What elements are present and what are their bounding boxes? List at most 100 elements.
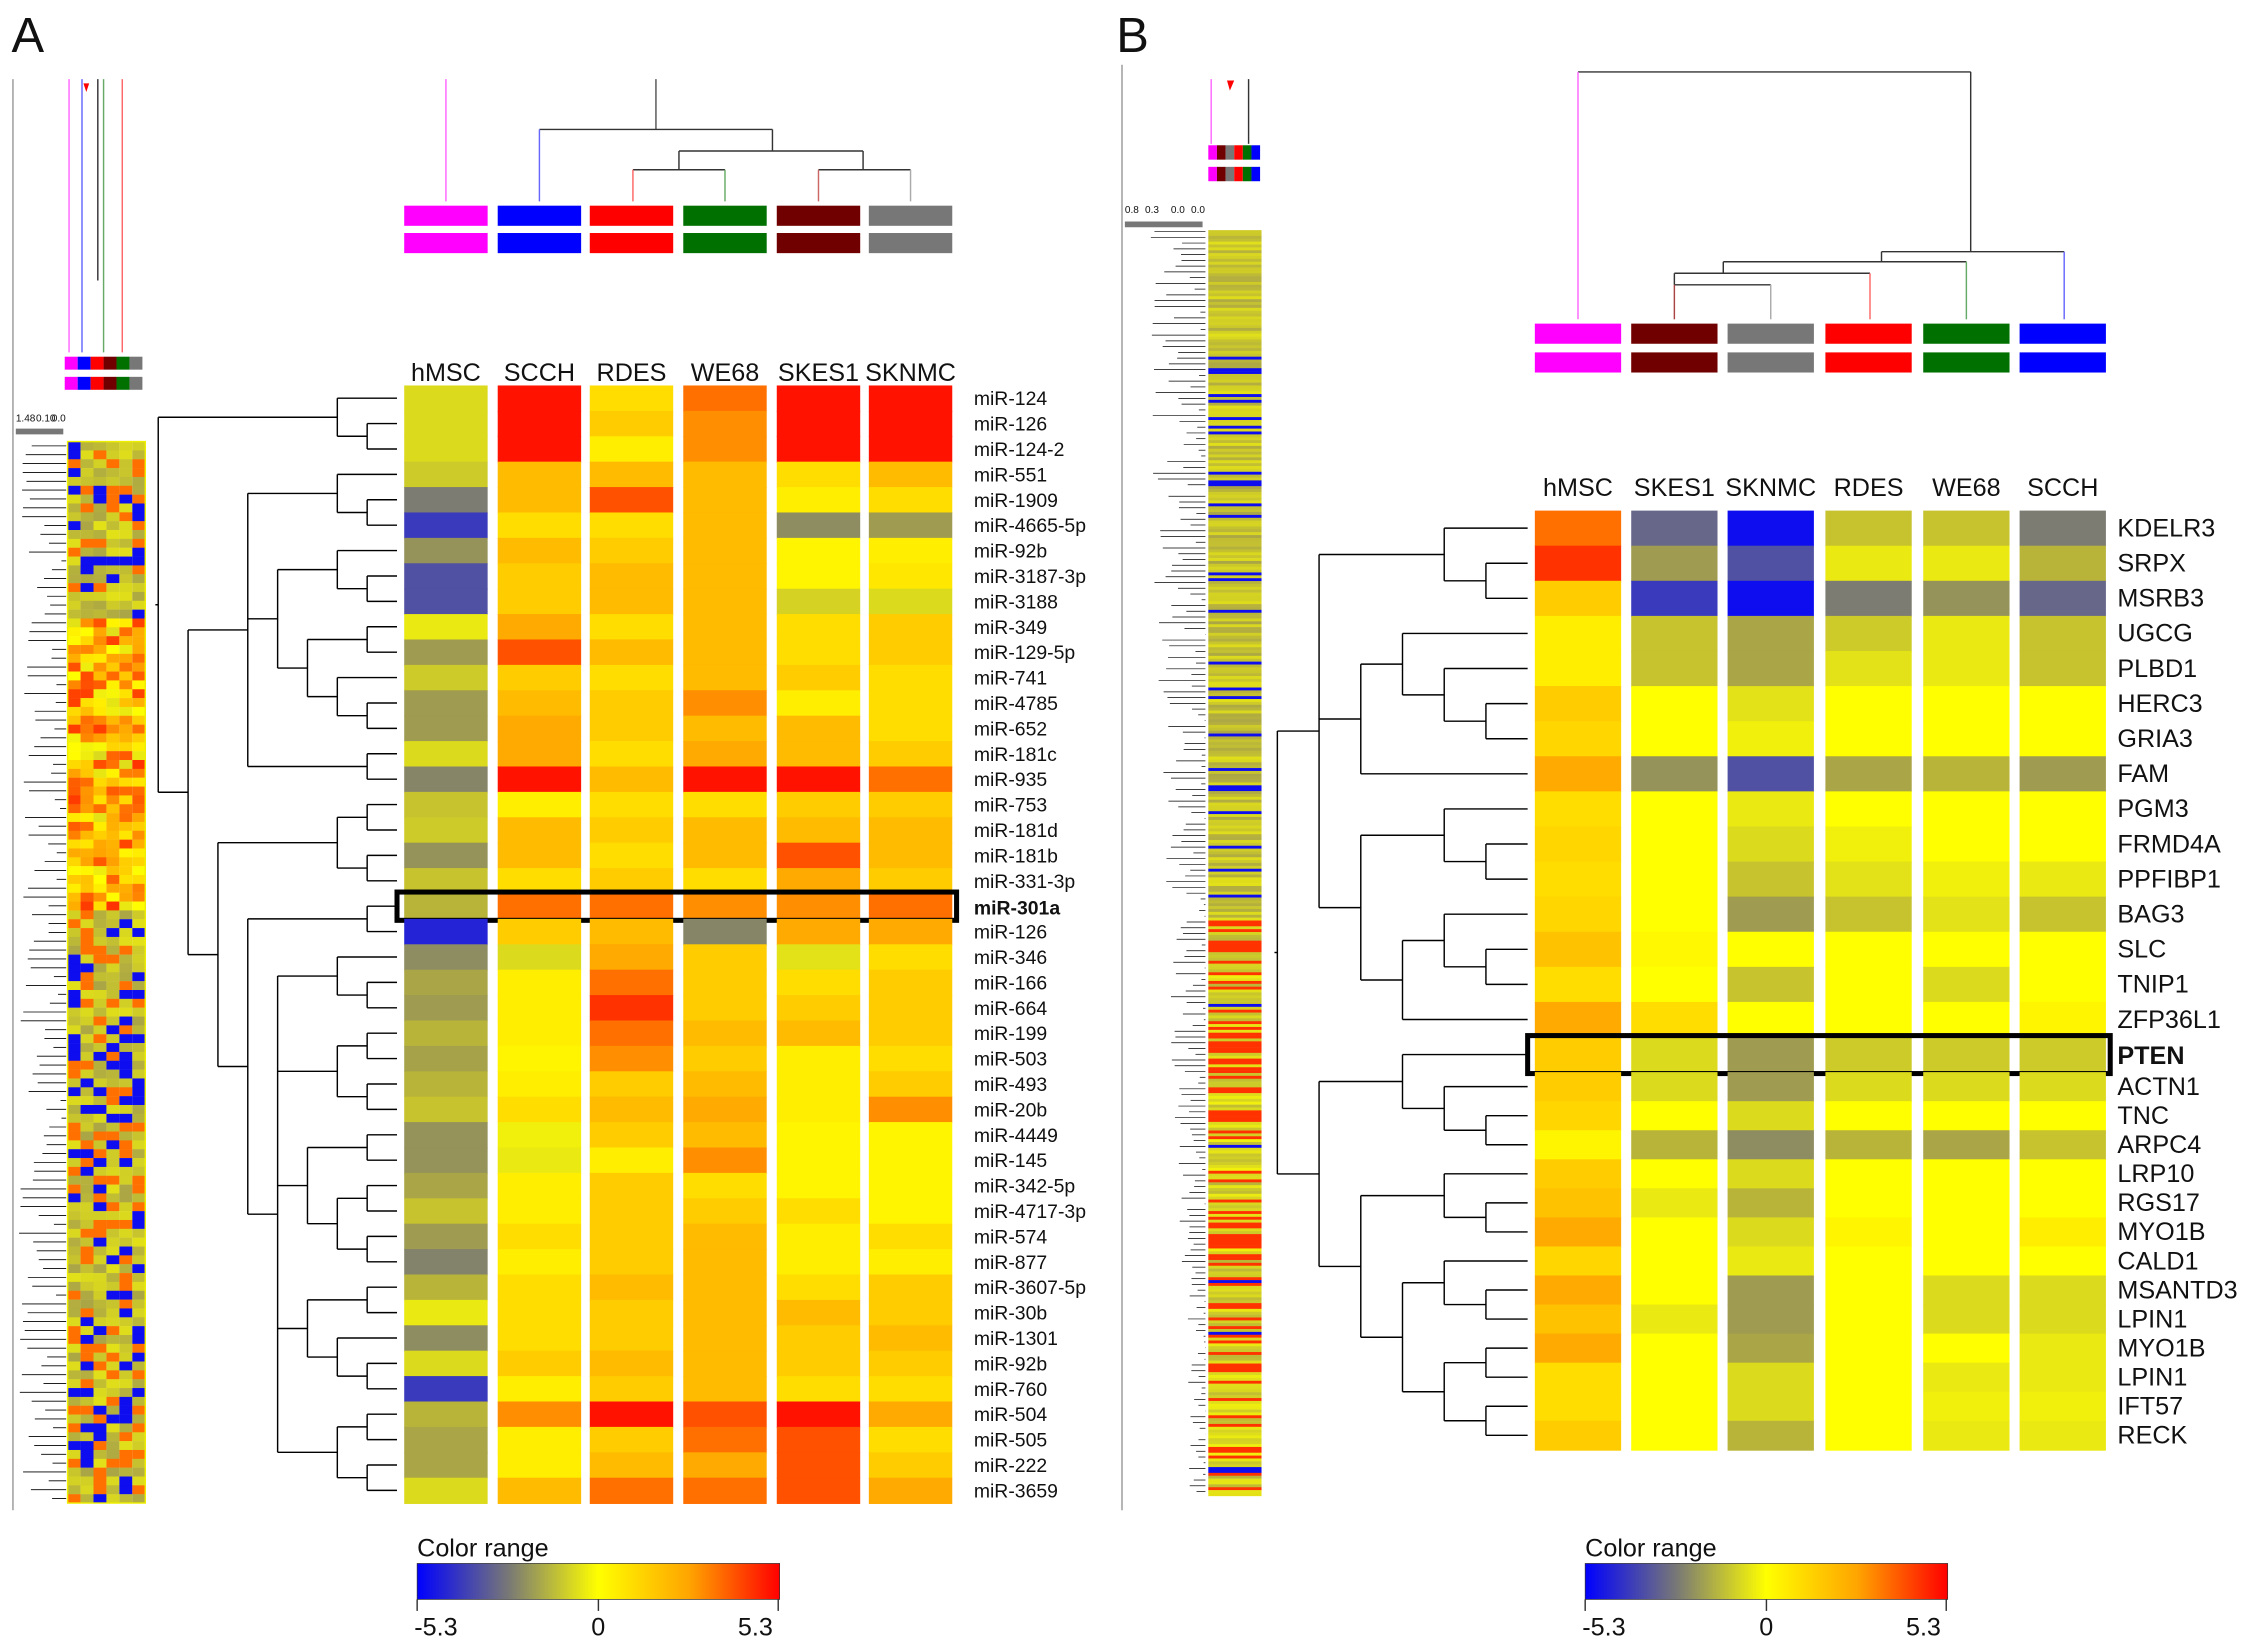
heatmap-cell: [1825, 1101, 1912, 1132]
heatmap-cell: [589, 893, 674, 920]
thumbnail-cell: [119, 591, 133, 602]
thumbnail-cell: [1208, 779, 1262, 783]
column-header: hMSC: [1543, 474, 1613, 502]
thumbnail-cell: [67, 680, 81, 690]
thumbnail-cell: [80, 1441, 94, 1451]
thumbnail-cell: [93, 591, 107, 602]
thumbnail-cell: [80, 662, 94, 672]
thumbnail-cell: [1208, 497, 1262, 501]
row-label: ACTN1: [2117, 1073, 2199, 1101]
thumbnail-cell: [1208, 1199, 1262, 1203]
thumbnail-cell: [93, 1175, 107, 1185]
thumbnail-cell: [93, 857, 107, 867]
thumbnail-cell: [93, 848, 107, 858]
thumbnail-cell: [1208, 880, 1262, 884]
thumbnail-cell: [93, 1228, 107, 1238]
thumbnail-cell: [93, 715, 107, 725]
thumbnail-cell: [106, 821, 120, 831]
thumbnail-cell: [93, 954, 107, 964]
heatmap-cell: [1727, 1101, 1814, 1132]
color-legend-a: Color range -5.3 0 5.3: [414, 1534, 781, 1641]
thumbnail-cell: [67, 963, 81, 973]
thumbnail-cell: [119, 1388, 133, 1398]
heatmap-cell: [868, 1325, 953, 1352]
thumbnail-cell: [119, 715, 133, 725]
thumbnail-cell: [132, 1166, 146, 1176]
thumbnail-cell: [80, 1184, 94, 1194]
row-label: MSRB3: [2117, 585, 2204, 613]
thumbnail-cell: [1208, 1084, 1262, 1088]
panel-label-b: B: [1116, 9, 1149, 63]
thumbnail-cell: [1208, 532, 1262, 536]
thumbnail-cell: [1208, 952, 1262, 956]
thumbnail-cell: [1208, 1285, 1262, 1290]
thumbnail-cell: [106, 468, 120, 478]
thumbnail-cell: [1208, 489, 1262, 493]
heatmap-cell: [589, 537, 674, 565]
thumbnail-cell: [1208, 368, 1262, 372]
heatmap-cell: [776, 588, 861, 615]
thumbnail-cell: [106, 609, 120, 619]
row-label: miR-3607-5p: [974, 1277, 1086, 1299]
heatmap-cell: [1825, 1391, 1912, 1422]
thumbnail-cell: [1208, 903, 1262, 907]
heatmap-cell: [868, 588, 953, 615]
thumbnail-cell: [106, 989, 120, 1000]
heatmap-cell: [1534, 1362, 1622, 1393]
thumbnail-cell: [1208, 316, 1262, 320]
thumbnail-cell: [119, 1007, 133, 1017]
thumbnail-cell: [1208, 819, 1262, 824]
thumbnail-cell: [1208, 1127, 1262, 1131]
thumbnail-cell: [1208, 491, 1262, 496]
thumbnail-cell: [1208, 1435, 1262, 1439]
heatmap-cell: [497, 944, 582, 971]
heatmap-cell: [2019, 1001, 2106, 1038]
thumbnail-cell: [80, 1388, 94, 1398]
thumbnail-cell: [1208, 696, 1262, 700]
heatmap-cell: [1825, 1130, 1912, 1161]
heatmap-cell: [868, 563, 953, 590]
thumbnail-cell: [1208, 279, 1262, 283]
heatmap-cell: [868, 664, 953, 692]
thumbnail-cell: [1208, 405, 1262, 409]
thumbnail-cell: [80, 768, 94, 778]
thumbnail-cell: [119, 1476, 133, 1486]
thumbnail-cell: [93, 468, 107, 478]
thumbnail-cell: [93, 928, 107, 938]
thumbnail-cell: [1208, 1047, 1262, 1051]
thumbnail-cell: [1208, 325, 1262, 329]
heatmap-cell: [1534, 1130, 1622, 1161]
thumbnail-cell: [1208, 972, 1262, 976]
heatmap-cell: [868, 614, 953, 641]
thumbnail-cell: [1208, 1234, 1262, 1238]
thumbnail-cell: [132, 1432, 146, 1442]
heatmap-cell: [2019, 966, 2106, 1003]
thumbnail-cell: [106, 459, 120, 469]
thumbnail-cell: [1208, 839, 1262, 844]
heatmap-cell: [776, 791, 861, 819]
heatmap-cell: [404, 766, 488, 793]
thumbnail-cell: [1208, 552, 1262, 556]
thumbnail-cell: [93, 574, 107, 584]
row-label: PPFIBP1: [2117, 865, 2220, 893]
thumbnail-cell: [93, 627, 107, 637]
row-label: miR-935: [974, 769, 1047, 791]
heatmap-cell: [776, 1249, 861, 1276]
heatmap-cell: [404, 1274, 488, 1301]
row-label: miR-124: [974, 388, 1048, 410]
thumbnail-cell: [1208, 909, 1262, 913]
thumbnail-cell: [132, 1131, 146, 1141]
mini-scale-label: 0.0: [1171, 205, 1185, 216]
heatmap-cell: [776, 944, 861, 971]
thumbnail-cell: [67, 689, 81, 699]
thumbnail-cell: [1208, 419, 1262, 424]
heatmap-cell: [1631, 1037, 1718, 1073]
thumbnail-cell: [106, 760, 120, 770]
thumbnail-cell: [1208, 253, 1262, 257]
mini-scale-label: 0.0: [52, 413, 66, 424]
thumbnail-cell: [119, 777, 133, 787]
heatmap-cell: [1825, 826, 1912, 863]
heatmap-cell: [404, 1325, 488, 1352]
thumbnail-cell: [67, 1096, 81, 1106]
thumbnail-cell: [80, 565, 94, 575]
